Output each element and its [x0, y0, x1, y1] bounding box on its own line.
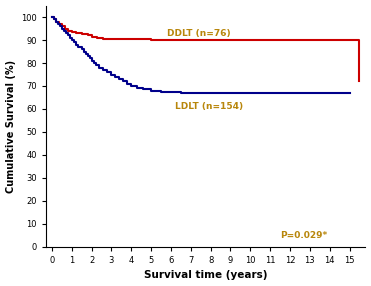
Text: LDLT (n=154): LDLT (n=154): [175, 102, 243, 111]
Y-axis label: Cumulative Survival (%): Cumulative Survival (%): [6, 60, 16, 193]
X-axis label: Survival time (years): Survival time (years): [144, 271, 267, 281]
Text: DDLT (n=76): DDLT (n=76): [167, 29, 231, 38]
Text: P=0.029*: P=0.029*: [280, 231, 327, 240]
